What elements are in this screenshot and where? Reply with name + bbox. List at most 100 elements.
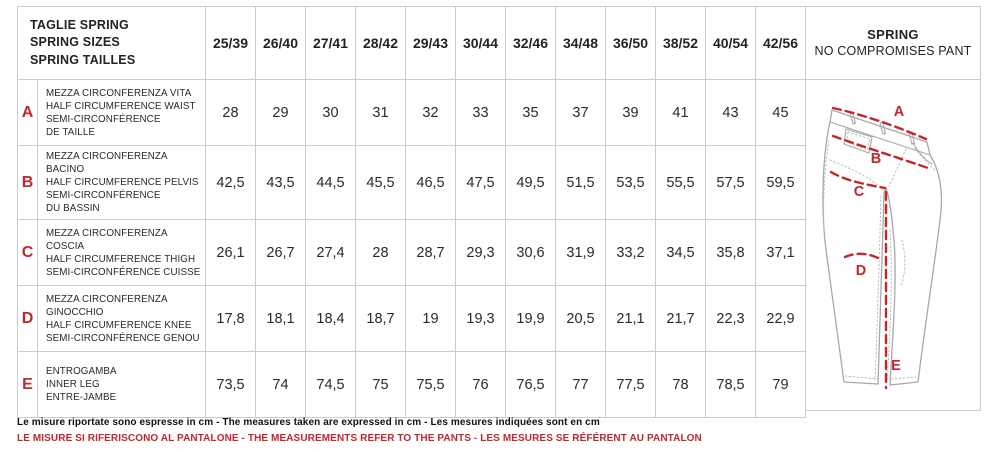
- footer-note-reference: LE MISURE SI RIFERISCONO AL PANTALONE - …: [17, 433, 702, 444]
- measure-value: 45: [755, 79, 806, 146]
- size-column-header: 40/54: [705, 6, 756, 80]
- measure-description-line: SEMI-CIRCONFÉRENCE CUISSE: [46, 266, 201, 278]
- measure-value: 33,2: [605, 219, 656, 286]
- measure-value: 31,9: [555, 219, 606, 286]
- corner-line: SPRING TAILLES: [30, 52, 136, 67]
- measure-value: 77: [555, 351, 606, 418]
- product-name: SPRING: [867, 26, 919, 42]
- measure-value: 37: [555, 79, 606, 146]
- measure-value: 27,4: [305, 219, 356, 286]
- product-subtitle: NO COMPROMISES PANT: [814, 44, 972, 59]
- measure-description-line: MEZZA CIRCONFERENZA VITA: [46, 87, 192, 99]
- measure-value: 17,8: [205, 285, 256, 352]
- size-table: TAGLIE SPRING SPRING SIZES SPRING TAILLE…: [17, 6, 806, 418]
- measure-description: MEZZA CIRCONFERENZA COSCIA HALF CIRCUMFER…: [37, 219, 206, 286]
- measure-value: 41: [655, 79, 706, 146]
- measure-value: 34,5: [655, 219, 706, 286]
- measure-value: 18,7: [355, 285, 406, 352]
- row-letter: E: [17, 351, 38, 418]
- measure-description-line: DU BASSIN: [46, 203, 100, 214]
- measure-value: 53,5: [605, 145, 656, 220]
- measure-description-line: HALF CIRCUMFERENCE PELVIS: [46, 177, 199, 188]
- product-panel: SPRING NO COMPROMISES PANT: [805, 6, 981, 411]
- measure-value: 74,5: [305, 351, 356, 418]
- measure-value: 73,5: [205, 351, 256, 418]
- pants-illustration-icon: A B C D E: [822, 104, 943, 390]
- measure-value: 44,5: [305, 145, 356, 220]
- measure-value: 43: [705, 79, 756, 146]
- size-column-header: 42/56: [755, 6, 806, 80]
- measure-value: 59,5: [755, 145, 806, 220]
- size-column-header: 36/50: [605, 6, 656, 80]
- measure-value: 26,7: [255, 219, 306, 286]
- measure-value: 22,3: [705, 285, 756, 352]
- measure-value: 37,1: [755, 219, 806, 286]
- measure-description: MEZZA CIRCONFERENZA GINOCCHIO HALF CIRCUMF…: [37, 285, 206, 352]
- measure-value: 35,8: [705, 219, 756, 286]
- diagram-label-e: E: [891, 358, 901, 374]
- measure-value: 78,5: [705, 351, 756, 418]
- size-column-header: 30/44: [455, 6, 506, 80]
- measure-description-line: INNER LEG: [46, 379, 100, 390]
- size-column-header: 28/42: [355, 6, 406, 80]
- measure-description-line: SEMI-CIRCONFÉRENCE: [46, 113, 161, 125]
- measure-description-line: HALF CIRCUMFERENCE KNEE: [46, 319, 192, 331]
- row-letter: D: [17, 285, 38, 352]
- measure-value: 45,5: [355, 145, 406, 220]
- size-column-header: 29/43: [405, 6, 456, 80]
- pants-diagram-cell: A B C D E: [806, 80, 980, 410]
- table-row: A MEZZA CIRCONFERENZA VITA HALF CIRCUMFERE…: [17, 79, 806, 146]
- size-column-header: 34/48: [555, 6, 606, 80]
- measure-value: 55,5: [655, 145, 706, 220]
- measure-value: 20,5: [555, 285, 606, 352]
- table-row: E ENTROGAMBA INNER LEG ENTRE-JAMBE 73,5 74 74,…: [17, 351, 806, 418]
- diagram-label-a: A: [894, 104, 905, 120]
- measure-description-line: MEZZA CIRCONFERENZA: [46, 293, 168, 305]
- diagram-label-d: D: [856, 263, 866, 279]
- measure-value: 76,5: [505, 351, 556, 418]
- diagram-label-b: B: [871, 151, 881, 167]
- measure-value: 28,7: [405, 219, 456, 286]
- measure-value: 31: [355, 79, 406, 146]
- diagram-label-c: C: [854, 184, 865, 200]
- footer-note-units: Le misure riportate sono espresse in cm …: [17, 417, 600, 428]
- measure-value: 75: [355, 351, 406, 418]
- table-header-row: TAGLIE SPRING SPRING SIZES SPRING TAILLE…: [17, 6, 806, 80]
- corner-line: SPRING SIZES: [30, 35, 120, 50]
- row-letter: A: [17, 79, 38, 146]
- measure-value: 21,1: [605, 285, 656, 352]
- measure-value: 43,5: [255, 145, 306, 220]
- row-letter: C: [17, 219, 38, 286]
- measure-description-line: SEMI-CIRCONFÉRENCE GENOU: [46, 332, 200, 344]
- size-column-header: 26/40: [255, 6, 306, 80]
- measure-value: 78: [655, 351, 706, 418]
- measure-value: 51,5: [555, 145, 606, 220]
- measure-description-line: SEMI-CIRCONFÉRENCE: [46, 190, 161, 201]
- measure-value: 35: [505, 79, 556, 146]
- measure-value: 29,3: [455, 219, 506, 286]
- measure-value: 29: [255, 79, 306, 146]
- measure-value: 46,5: [405, 145, 456, 220]
- measure-value: 18,4: [305, 285, 356, 352]
- measure-value: 19,3: [455, 285, 506, 352]
- size-column-header: 27/41: [305, 6, 356, 80]
- measure-value: 28: [355, 219, 406, 286]
- measure-value: 76: [455, 351, 506, 418]
- table-row: B MEZZA CIRCONFERENZA BACINO HALF CIRCUMFE…: [17, 145, 806, 220]
- measure-value: 77,5: [605, 351, 656, 418]
- measure-description-line: HALF CIRCUMFERENCE THIGH: [46, 253, 196, 265]
- row-letter: B: [17, 145, 38, 220]
- measure-description: ENTROGAMBA INNER LEG ENTRE-JAMBE: [37, 351, 206, 418]
- measure-description-line: ENTRE-JAMBE: [46, 392, 117, 403]
- measure-value: 26,1: [205, 219, 256, 286]
- table-row: C MEZZA CIRCONFERENZA COSCIA HALF CIRCUMFE…: [17, 219, 806, 286]
- measure-value: 22,9: [755, 285, 806, 352]
- measure-description: MEZZA CIRCONFERENZA BACINO HALF CIRCUMFER…: [37, 145, 206, 220]
- measure-value: 21,7: [655, 285, 706, 352]
- size-column-header: 25/39: [205, 6, 256, 80]
- measure-value: 75,5: [405, 351, 456, 418]
- measure-value: 42,5: [205, 145, 256, 220]
- corner-line: TAGLIE SPRING: [30, 17, 129, 32]
- measure-value: 19,9: [505, 285, 556, 352]
